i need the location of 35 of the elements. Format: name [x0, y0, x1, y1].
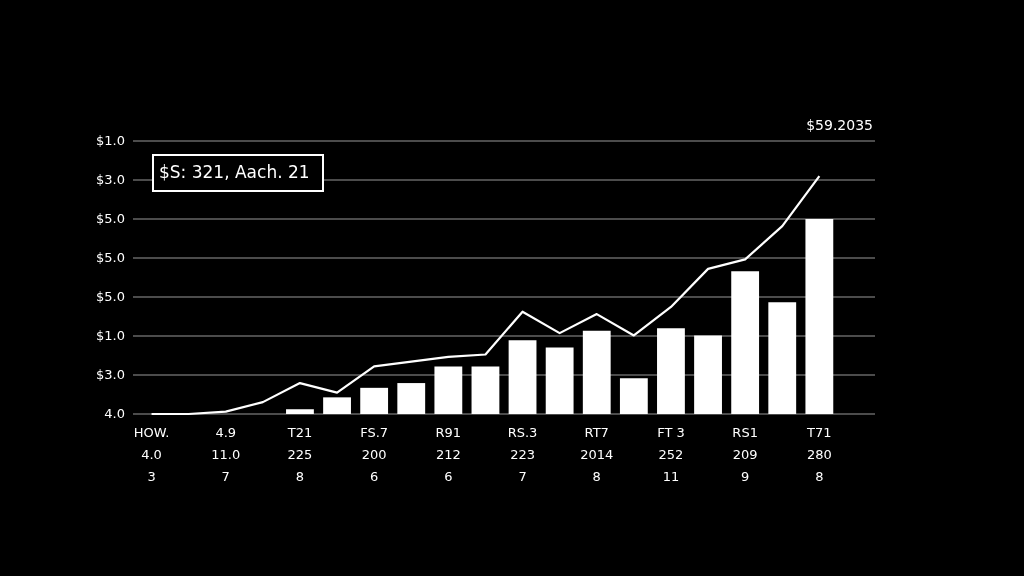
bar	[545, 347, 574, 414]
x-tick-label: HOW. 4.0 3	[133, 424, 170, 484]
text: $5.0	[96, 289, 125, 304]
bar	[397, 383, 426, 414]
x-tick-label: RS1 209 9	[732, 424, 758, 484]
bar	[694, 335, 722, 414]
bar	[286, 409, 314, 414]
text: $1.0	[96, 328, 125, 343]
x-tick-label: RS.3 223 7	[507, 424, 538, 484]
bar	[582, 330, 611, 414]
text: $3.0	[96, 172, 125, 187]
text: $3.0	[96, 367, 125, 382]
text: $1.0	[96, 133, 125, 148]
x-tick-label: R91 212 6	[435, 424, 462, 484]
bar	[805, 218, 834, 414]
bar	[619, 378, 648, 414]
x-tick-label: FT 3 252 11	[657, 424, 685, 484]
annotation: $S: 321, Aach. 21	[159, 162, 310, 182]
x-tick-label: 4.9 11.0 7	[211, 424, 241, 484]
text: $59.2035	[806, 117, 873, 133]
text: 4.0	[104, 406, 125, 421]
bar	[508, 340, 537, 414]
bar	[768, 302, 797, 414]
bar	[360, 387, 389, 414]
x-tick-label: RT7 2014 8	[580, 424, 614, 484]
x-tick-label: FS.7 200 6	[360, 424, 389, 484]
bar	[434, 366, 463, 414]
x-tick-label: T21 225 8	[286, 424, 313, 484]
x-tick-label: T71 280 8	[806, 424, 832, 484]
text: $5.0	[96, 211, 125, 226]
bar	[657, 328, 685, 414]
bar	[471, 366, 500, 414]
text: $5.0	[96, 250, 125, 265]
bar	[323, 397, 351, 414]
bar	[731, 271, 760, 414]
